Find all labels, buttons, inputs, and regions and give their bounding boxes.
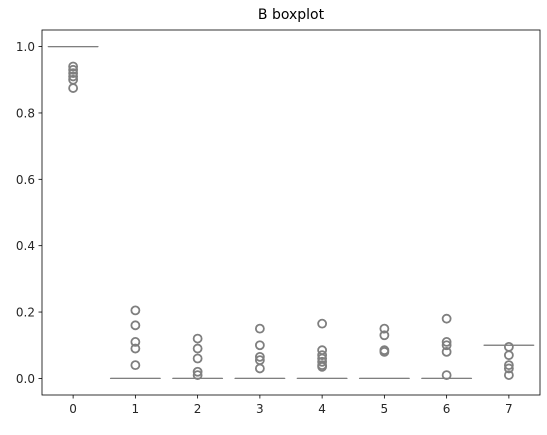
outlier-point <box>68 71 79 82</box>
outlier-point <box>441 340 452 351</box>
x-tick-label: 5 <box>381 402 389 416</box>
outlier-point <box>317 356 328 367</box>
outlier-point <box>441 337 452 347</box>
x-tick-label: 1 <box>132 402 140 416</box>
outlier-point <box>317 318 328 329</box>
outlier-point <box>192 353 203 364</box>
outlier-point <box>68 83 79 93</box>
outlier-point <box>503 370 514 380</box>
outlier-point <box>130 343 141 354</box>
plot-area: 0.0 0.2 0.4 0.6 0.8 1.0 0 1 2 3 4 5 6 7 <box>16 40 535 416</box>
x-tick-label: 3 <box>256 402 264 416</box>
outlier-point <box>68 68 79 79</box>
outlier-point <box>379 346 390 357</box>
y-tick-label: 0.0 <box>16 372 35 386</box>
x-tick-label: 2 <box>194 402 202 416</box>
outlier-point <box>254 351 265 362</box>
y-tick-label: 0.2 <box>16 306 35 320</box>
y-tick-label: 0.4 <box>16 239 35 253</box>
y-tick-label: 1.0 <box>16 40 35 54</box>
outlier-point <box>254 323 265 334</box>
y-tick-label: 0.8 <box>16 106 35 120</box>
outlier-point <box>130 337 141 347</box>
outlier-point <box>503 360 514 371</box>
outlier-point <box>254 340 265 351</box>
outlier-point <box>130 320 141 331</box>
outlier-point <box>192 370 203 380</box>
x-tick-label: 0 <box>69 402 77 416</box>
outlier-point <box>68 61 79 72</box>
outlier-point <box>192 343 203 354</box>
outlier-point <box>130 305 141 316</box>
outlier-point <box>441 370 452 380</box>
outlier-point <box>441 346 452 357</box>
chart-title: B boxplot <box>258 7 325 23</box>
outlier-point <box>68 64 79 75</box>
outlier-point <box>192 333 203 344</box>
outlier-point <box>379 330 390 341</box>
outlier-point <box>130 360 141 371</box>
outlier-point <box>441 313 452 324</box>
outlier-point <box>192 366 203 377</box>
outlier-point <box>254 363 265 374</box>
x-tick-label: 6 <box>443 402 451 416</box>
outlier-point <box>503 350 514 361</box>
x-tick-label: 4 <box>318 402 326 416</box>
y-tick-label: 0.6 <box>16 173 35 187</box>
outlier-point <box>503 363 514 374</box>
outlier-point <box>317 361 328 372</box>
x-tick-label: 7 <box>505 402 513 416</box>
outlier-point <box>379 323 390 334</box>
outlier-point <box>317 350 328 361</box>
axes-frame <box>41 29 541 396</box>
